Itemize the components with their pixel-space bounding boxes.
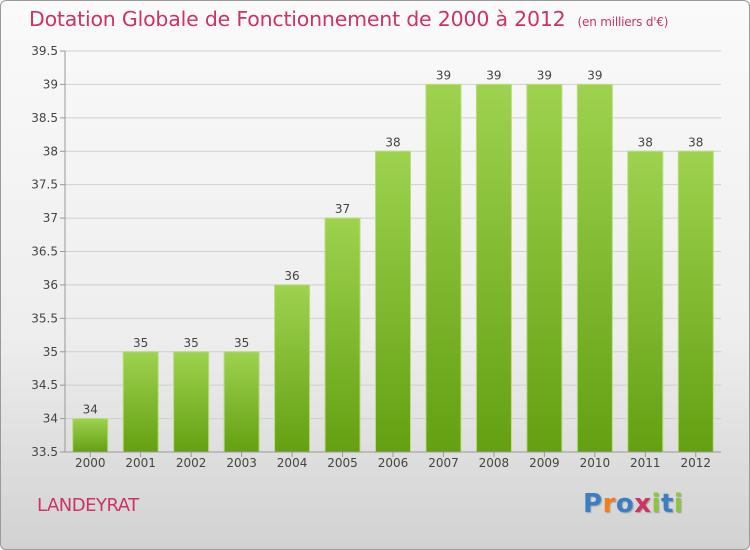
brand-logo: Proxiti	[583, 489, 683, 519]
bar-value-label: 38	[638, 135, 653, 149]
bar	[72, 418, 109, 453]
y-tick-label: 35.5	[31, 311, 58, 325]
brand-letter: P	[583, 489, 603, 519]
brand-letter: o	[615, 489, 635, 519]
y-tick-label: 37.5	[31, 178, 58, 192]
bar-value-label: 35	[133, 336, 148, 350]
x-tick-label: 2003	[226, 456, 257, 470]
x-tick-label: 2000	[75, 456, 106, 470]
brand-letter: i	[651, 489, 661, 519]
bar	[576, 83, 613, 453]
bar	[425, 83, 462, 453]
bar-value-label: 39	[436, 68, 451, 82]
x-tick-label: 2012	[680, 456, 711, 470]
bar	[627, 150, 664, 453]
x-tick-label: 2007	[428, 456, 459, 470]
bar-value-label: 38	[688, 135, 703, 149]
brand-letter: x	[634, 489, 652, 519]
y-tick-label: 34	[43, 412, 58, 426]
x-tick-label: 2004	[277, 456, 308, 470]
y-tick-label: 39	[43, 77, 58, 91]
x-tick-label: 2008	[479, 456, 510, 470]
bar	[122, 351, 159, 453]
y-axis: 33.5 34 34.5 35 35.5 36 36.5 37 37.5 38 38.5 39 39.5	[31, 44, 66, 459]
brand-letter: r	[602, 489, 616, 519]
city-name: LANDEYRAT	[37, 495, 139, 516]
bars: 34 35 35 35 36 37 38 39 39 39 39 38 38	[72, 68, 714, 453]
chart-title: Dotation Globale de Fonctionnement de 20…	[29, 7, 668, 31]
y-tick-label: 39.5	[31, 44, 58, 58]
x-tick-label: 2009	[529, 456, 560, 470]
y-tick-label: 36	[43, 278, 58, 292]
brand-letter: t	[660, 489, 674, 519]
bar-value-label: 34	[83, 403, 98, 417]
y-tick-label: 37	[43, 211, 58, 225]
x-tick-label: 2010	[580, 456, 611, 470]
bar	[274, 284, 311, 453]
x-axis: 2000 2001 2002 2003 2004 2005 2006 2007 2008 2009…	[65, 451, 721, 470]
bar-value-label: 39	[486, 68, 501, 82]
chart-subtitle: (en milliers d'€)	[577, 15, 669, 29]
chart-title-text: Dotation Globale de Fonctionnement de 20…	[29, 7, 566, 31]
bar-value-label: 36	[284, 269, 299, 283]
brand-letter: i	[673, 489, 684, 519]
bar	[677, 150, 714, 453]
y-tick-label: 38.5	[31, 111, 58, 125]
bar	[526, 83, 563, 453]
bar	[173, 351, 210, 453]
y-tick-label: 33.5	[31, 445, 58, 459]
bar-value-label: 35	[184, 336, 199, 350]
y-tick-label: 38	[43, 144, 58, 158]
bar-value-label: 38	[385, 135, 400, 149]
bar-value-label: 37	[335, 202, 350, 216]
x-tick-label: 2005	[327, 456, 358, 470]
bar	[375, 150, 411, 453]
y-tick-label: 36.5	[31, 245, 58, 259]
x-tick-label: 2001	[125, 456, 156, 470]
bar-value-label: 35	[234, 336, 249, 350]
bar	[475, 83, 512, 453]
y-tick-label: 35	[43, 345, 58, 359]
bar-value-label: 39	[587, 68, 602, 82]
bar	[324, 217, 361, 453]
y-tick-label: 34.5	[31, 378, 58, 392]
x-tick-label: 2011	[630, 456, 661, 470]
bar-value-label: 39	[537, 68, 552, 82]
x-tick-label: 2006	[378, 456, 409, 470]
x-tick-label: 2002	[176, 456, 207, 470]
bar	[223, 351, 260, 453]
